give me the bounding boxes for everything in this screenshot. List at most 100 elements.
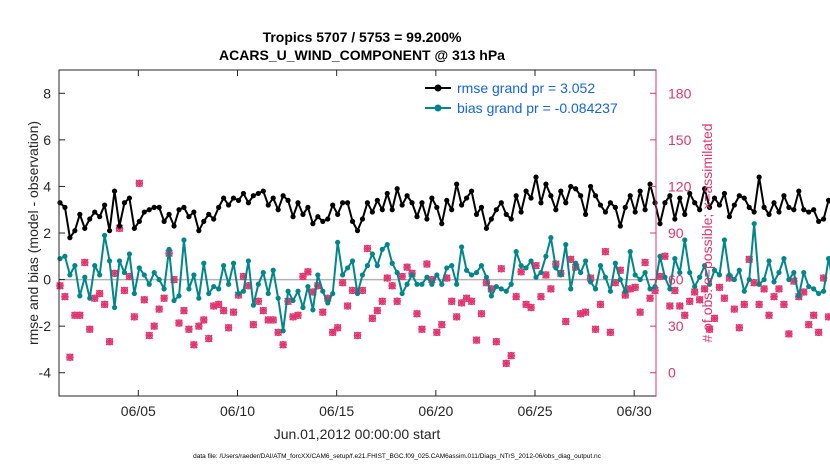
bias-point (315, 272, 321, 278)
obs-assimilated-point (785, 330, 793, 338)
rmse-point (553, 207, 559, 213)
obs-assimilated-point (542, 271, 550, 279)
obs-assimilated-point (383, 274, 392, 282)
obs-assimilated-point (274, 328, 282, 337)
obs-assimilated-point (269, 316, 278, 324)
bias-point (528, 258, 534, 264)
obs-assimilated-point (304, 267, 312, 276)
bias-point (612, 260, 618, 266)
bias-point (335, 239, 341, 245)
obs-assimilated-point (666, 302, 674, 310)
bias-point (285, 288, 291, 294)
obs-assimilated-point (814, 328, 823, 337)
x-axis-label: Jun.01,2012 00:00:00 start (274, 426, 441, 442)
y-right-tick-label: 0 (668, 365, 676, 381)
rmse-point (206, 211, 212, 217)
obs-assimilated-point (403, 263, 411, 271)
rmse-point (587, 183, 594, 190)
bias-point (171, 297, 177, 304)
rmse-point (716, 202, 723, 208)
bias-point (369, 251, 375, 257)
rmse-point (260, 188, 266, 194)
rmse-point (315, 214, 321, 220)
rmse-point (548, 193, 554, 199)
rmse-point (816, 218, 822, 224)
rmse-point (429, 195, 435, 201)
obs-assimilated-point (675, 302, 684, 310)
bias-point (434, 272, 440, 278)
obs-assimilated-point (75, 311, 84, 320)
rmse-point (736, 193, 742, 199)
rmse-point (414, 214, 420, 220)
bias-point (111, 304, 118, 311)
obs-assimilated-point (601, 247, 610, 256)
x-tick-label: 06/30 (617, 403, 652, 419)
chart-title-line1: Tropics 5707 / 5753 = 99.200% (263, 29, 462, 45)
bias-point (657, 253, 663, 259)
bias-point (553, 265, 559, 271)
rmse-point (439, 221, 445, 227)
obs-assimilated-point (720, 294, 729, 303)
bias-point (483, 274, 490, 280)
bias-point (62, 253, 68, 259)
rmse-point (305, 204, 311, 210)
bias-point (156, 276, 162, 283)
obs-assimilated-point (646, 294, 654, 303)
y-left-axis-label: rmse and bias (model - observation) (25, 121, 41, 345)
obs-assimilated-point (576, 309, 585, 318)
rmse-point (731, 202, 737, 208)
obs-assimilated-point (452, 312, 461, 321)
rmse-point (667, 193, 673, 199)
bias-point (126, 251, 133, 257)
obs-assimilated-point (447, 297, 456, 306)
rmse-point (300, 211, 306, 217)
rmse-point (359, 216, 366, 222)
bias-point (652, 283, 658, 290)
rmse-point (523, 188, 529, 194)
rmse-point (240, 190, 247, 197)
rmse-point (756, 174, 762, 180)
rmse-point (726, 214, 732, 220)
rmse-point (389, 207, 395, 213)
rmse-point (77, 211, 83, 217)
bias-point (82, 274, 88, 280)
obs-assimilated-point (318, 308, 327, 317)
bias-point (796, 293, 802, 299)
obs-assimilated-point (596, 300, 605, 309)
bias-point (468, 272, 475, 278)
rmse-point (627, 193, 633, 199)
bias-point (573, 260, 579, 266)
rmse-point (295, 200, 301, 206)
rmse-point (706, 204, 713, 210)
rmse-point (612, 204, 618, 210)
y-right-tick-label: 60 (668, 272, 684, 288)
bias-point (225, 281, 232, 287)
rmse-point (796, 188, 802, 194)
obs-assimilated-point (770, 292, 778, 301)
bias-point (473, 269, 480, 276)
footer-data-file: data file: /Users/raeder/DAI/ATM_forcXX/… (193, 453, 602, 460)
obs-assimilated-point (413, 309, 421, 318)
rmse-point (320, 218, 326, 224)
rmse-point (637, 188, 643, 194)
rmse-point (771, 200, 777, 206)
rmse-point (503, 211, 509, 217)
bias-point (349, 258, 356, 264)
bias-point (751, 221, 757, 227)
obs-assimilated-point (289, 312, 297, 321)
rmse-point (662, 200, 668, 206)
rmse-point (473, 211, 480, 217)
legend-rmse-label: rmse grand pr = 3.052 (457, 80, 595, 96)
rmse-point (761, 204, 767, 210)
rmse-point (419, 200, 425, 206)
rmse-point (374, 197, 380, 203)
obs-assimilated-point (363, 244, 372, 253)
bias-point (295, 288, 301, 294)
bias-point (131, 290, 137, 297)
rmse-point (459, 202, 465, 208)
rmse-point (697, 207, 703, 213)
bias-point (444, 265, 450, 271)
rmse-point (245, 200, 252, 206)
obs-assimilated-point (581, 308, 590, 317)
